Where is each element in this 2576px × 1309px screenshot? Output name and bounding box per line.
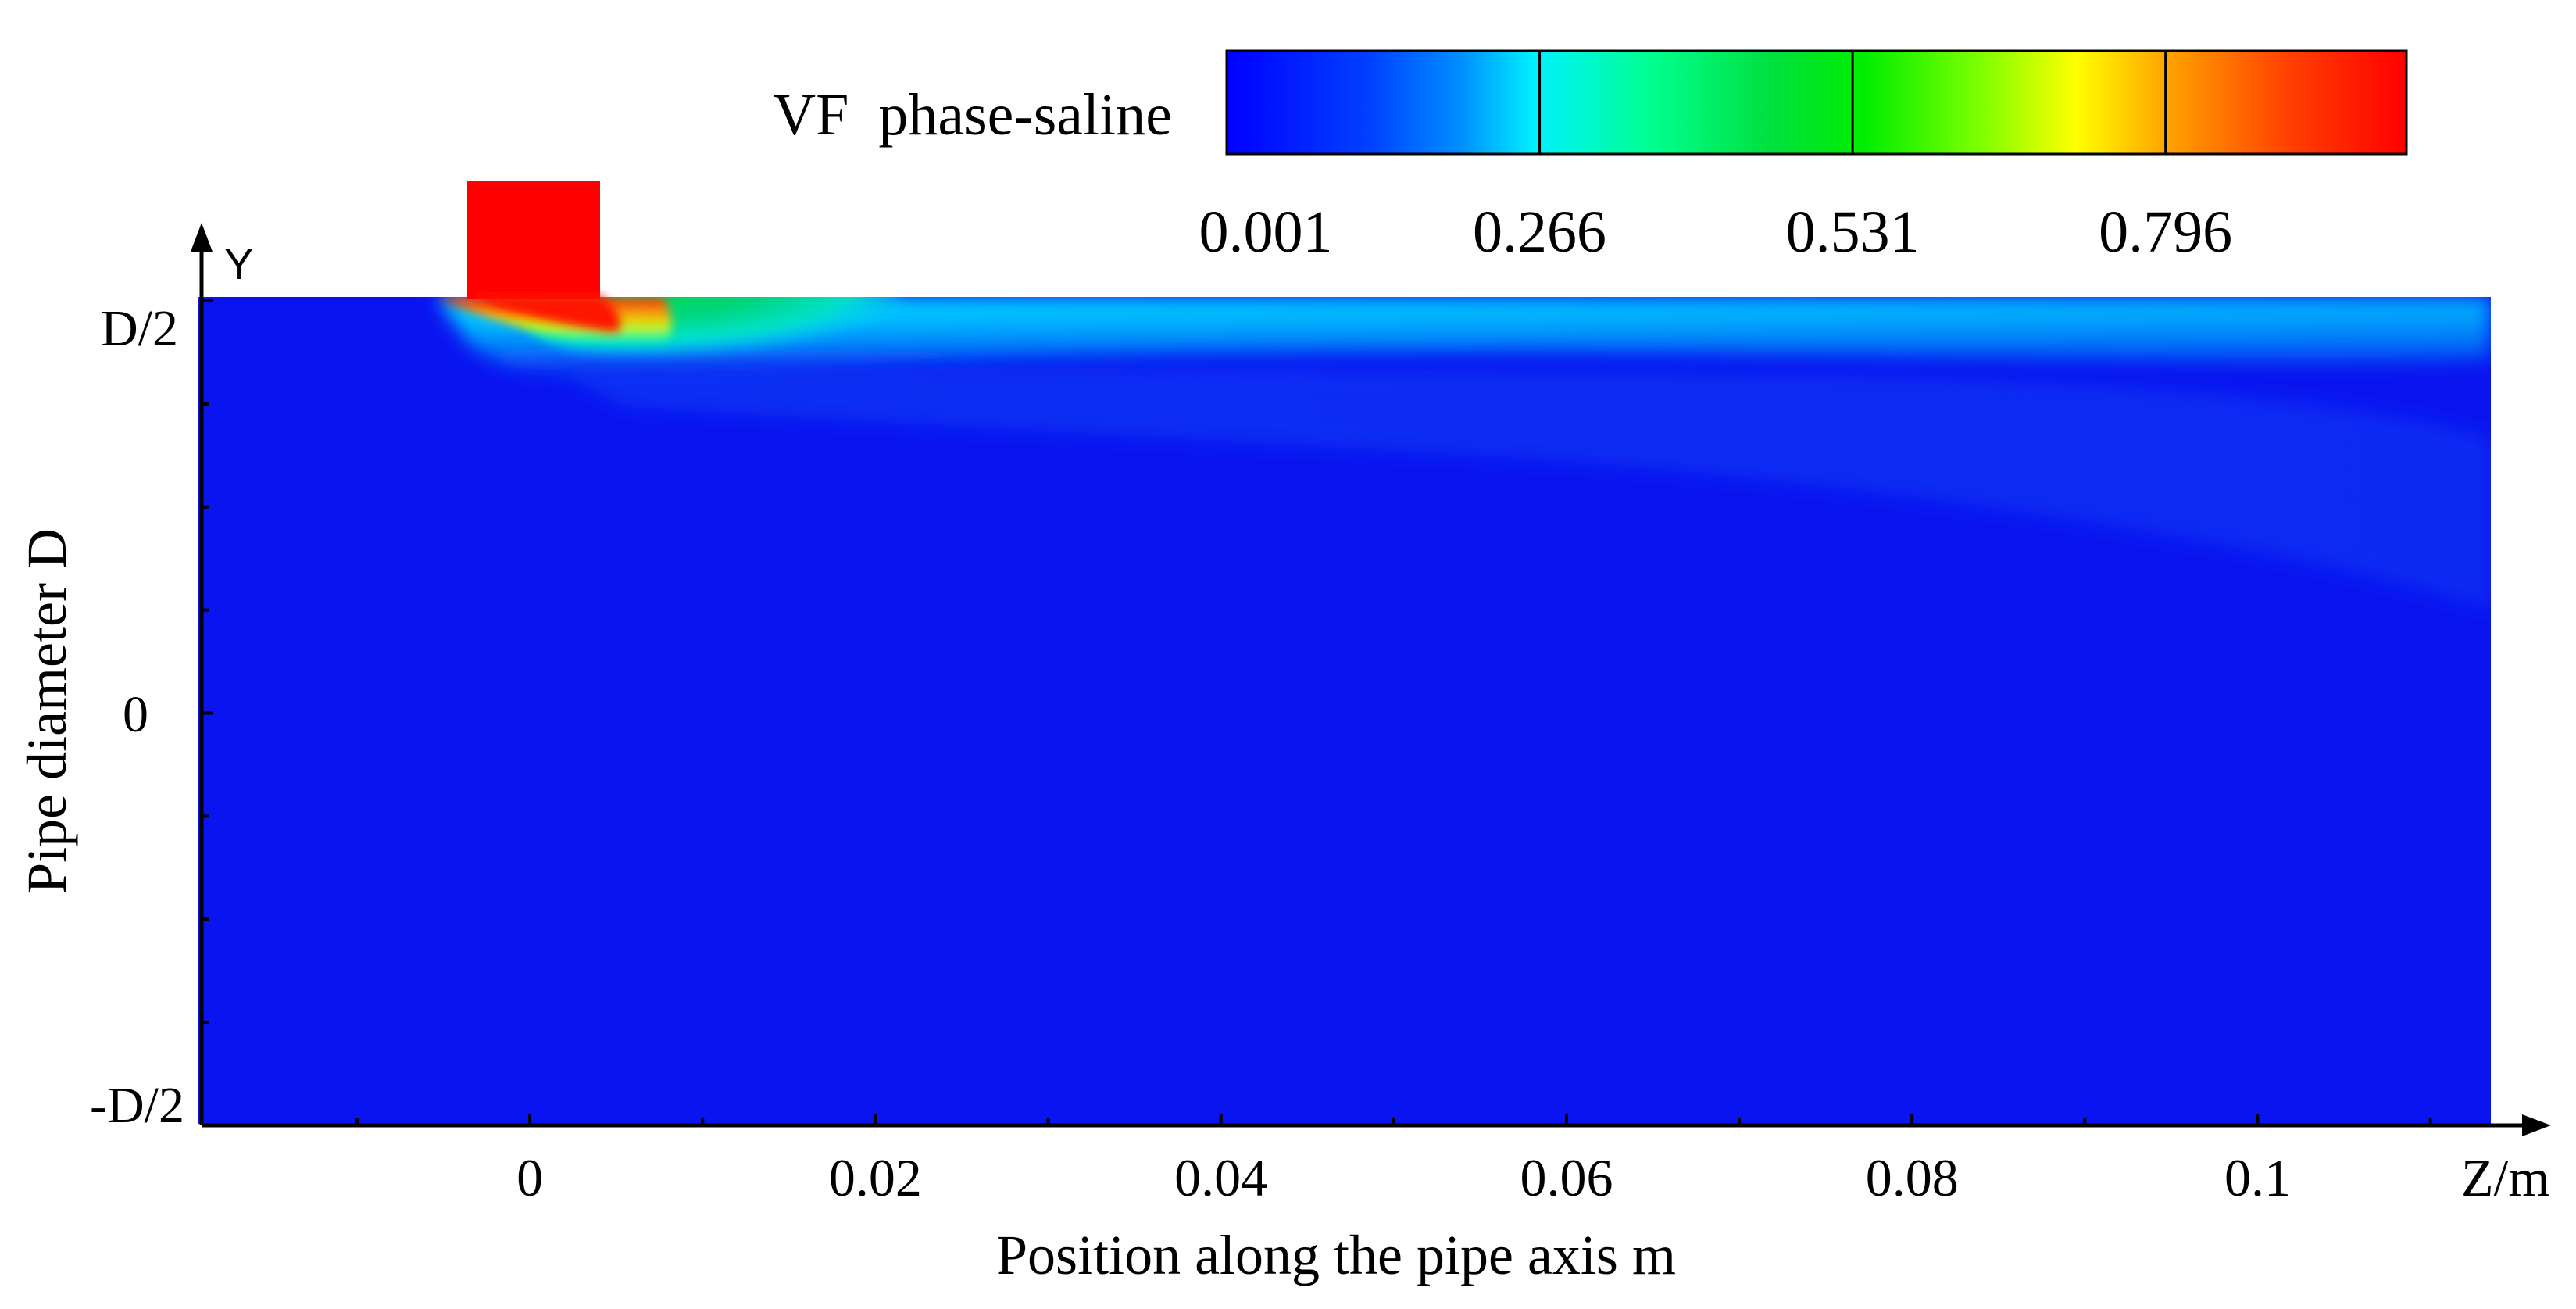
colorbar-tick-label-0: 0.001 <box>1199 199 1333 265</box>
colorbar-tick-label-1: 0.266 <box>1473 199 1606 265</box>
y-axis-label: Pipe diameter D <box>16 528 78 894</box>
x-axis-name: Z/m <box>2461 1148 2549 1207</box>
contour-field <box>198 297 2491 1124</box>
x-axis-label: Position along the pipe axis m <box>996 1224 1676 1286</box>
x-tick-label-2: 0.04 <box>1174 1148 1267 1207</box>
x-tick-label-1: 0.02 <box>829 1148 922 1207</box>
colorbar-title: VF phase-saline <box>773 82 1172 148</box>
colorbar-dividers <box>1538 51 2167 154</box>
inlet-red-core <box>467 295 620 332</box>
x-tick-label-4: 0.08 <box>1866 1148 1959 1207</box>
x-tick-labels: 0 0.02 0.04 0.06 0.08 0.1 <box>516 1148 2291 1207</box>
x-axis-arrow <box>2522 1114 2551 1136</box>
colorbar-tick-label-3: 0.796 <box>2099 199 2232 265</box>
saline-inlet <box>467 181 600 299</box>
colorbar-tick-label-2: 0.531 <box>1786 199 1920 265</box>
axes <box>199 242 2524 1128</box>
y-axis-name: Y <box>224 239 253 288</box>
x-tick-label-0: 0 <box>516 1148 543 1207</box>
y-tick-label-bottom: -D/2 <box>90 1077 184 1134</box>
colorbar-tick-labels: 0.001 0.266 0.531 0.796 <box>1199 199 2233 265</box>
y-tick-label-mid: 0 <box>123 686 148 743</box>
field-downstream-shade <box>198 297 2491 1124</box>
y-axis-arrow <box>191 223 213 252</box>
colorbar-bar <box>1225 49 2408 156</box>
y-tick-label-top: D/2 <box>101 300 178 357</box>
x-tick-label-5: 0.1 <box>2224 1148 2291 1207</box>
colorbar: 0.001 0.266 0.531 0.796 VF phase-saline <box>773 49 2408 265</box>
y-ticks <box>202 299 213 1127</box>
x-ticks <box>355 1114 2432 1125</box>
x-tick-label-3: 0.06 <box>1520 1148 1613 1207</box>
